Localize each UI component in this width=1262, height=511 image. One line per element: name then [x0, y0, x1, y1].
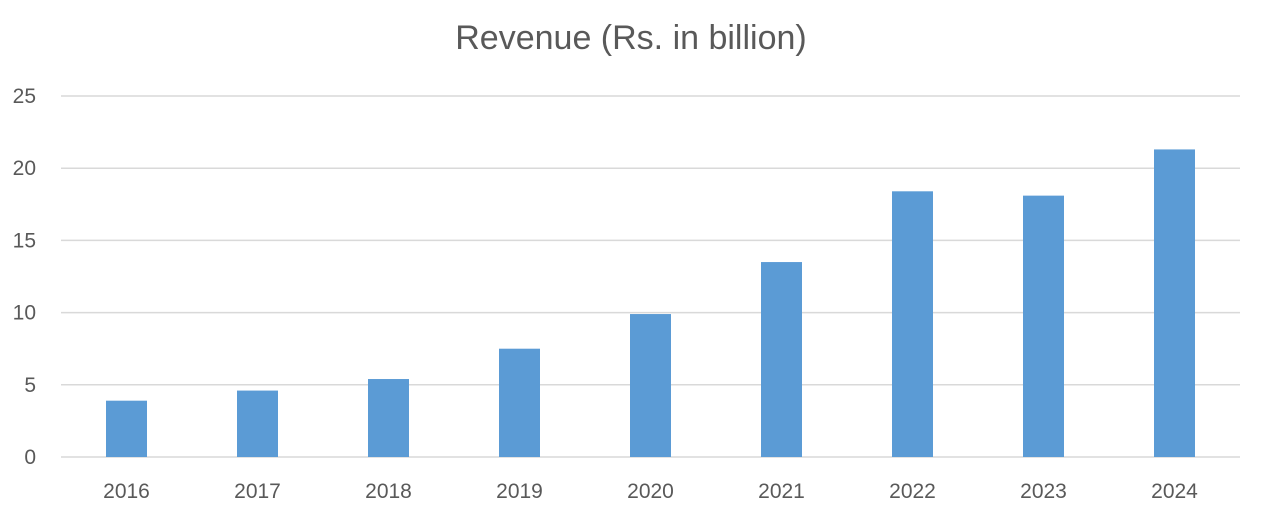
x-tick-label: 2017: [234, 480, 281, 503]
y-tick-label: 0: [24, 446, 36, 469]
x-tick-label: 2022: [889, 480, 936, 503]
bar-2021: [761, 262, 802, 457]
chart-title: Revenue (Rs. in billion): [455, 19, 807, 57]
y-tick-label: 10: [13, 302, 36, 325]
y-tick-label: 5: [24, 374, 36, 397]
y-tick-label: 15: [13, 229, 36, 252]
bar-2024: [1154, 149, 1195, 458]
bar-2019: [499, 348, 540, 457]
bar-2023: [1023, 195, 1064, 458]
bar-2018: [368, 379, 409, 457]
x-tick-label: 2020: [627, 480, 674, 503]
x-tick-label: 2019: [496, 480, 543, 503]
x-tick-label: 2024: [1151, 480, 1198, 503]
y-axis-ticks: 0 5 10 15 20 25: [13, 85, 36, 469]
x-tick-label: 2016: [103, 480, 150, 503]
x-axis-ticks: 2016 2017 2018 2019 2020 2021 2022 2023 2024: [103, 480, 1198, 503]
x-tick-label: 2023: [1020, 480, 1067, 503]
y-tick-label: 20: [13, 157, 36, 180]
bar-2020: [630, 314, 671, 457]
y-tick-label: 25: [13, 85, 36, 108]
bars: [106, 149, 1195, 458]
bar-2016: [106, 400, 147, 457]
x-tick-label: 2018: [365, 480, 412, 503]
bar-2022: [892, 191, 933, 457]
x-tick-label: 2021: [758, 480, 805, 503]
bar-2017: [237, 390, 278, 457]
